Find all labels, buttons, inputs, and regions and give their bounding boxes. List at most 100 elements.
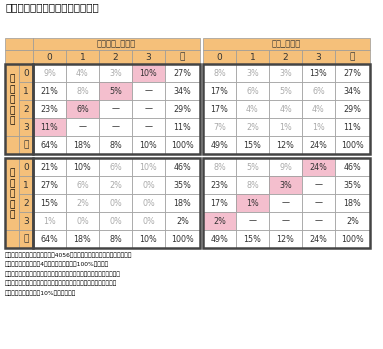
Bar xyxy=(5,64,19,136)
Bar xyxy=(99,194,132,212)
Bar xyxy=(203,118,236,136)
Text: 11%: 11% xyxy=(41,122,58,132)
Bar xyxy=(66,230,99,248)
Bar xyxy=(33,118,66,136)
Bar xyxy=(132,212,165,230)
Bar xyxy=(19,100,33,118)
Bar xyxy=(66,158,99,176)
Bar xyxy=(132,136,165,154)
Text: 15%: 15% xyxy=(244,141,262,149)
Text: 8%: 8% xyxy=(213,163,226,171)
Text: 1%: 1% xyxy=(43,216,56,225)
Bar xyxy=(66,50,99,64)
Text: 8%: 8% xyxy=(109,141,122,149)
Text: —: — xyxy=(282,199,290,208)
Text: 6%: 6% xyxy=(312,87,325,96)
Text: （注１）　表中の割合は全体（4056人）に対する該当者の割合。太枠で囲: （注１） 表中の割合は全体（4056人）に対する該当者の割合。太枠で囲 xyxy=(5,252,133,258)
Bar xyxy=(132,176,165,194)
Bar xyxy=(19,64,33,82)
Text: 46%: 46% xyxy=(173,163,192,171)
Bar xyxy=(5,158,33,248)
Bar xyxy=(335,82,370,100)
Text: —: — xyxy=(144,104,152,113)
Bar xyxy=(269,136,302,154)
Text: 100%: 100% xyxy=(341,141,364,149)
Bar xyxy=(66,82,99,100)
Bar xyxy=(335,230,370,248)
Bar xyxy=(236,50,269,64)
Bar xyxy=(165,230,200,248)
Bar xyxy=(5,64,33,154)
Text: 64%: 64% xyxy=(41,141,58,149)
Text: 13%: 13% xyxy=(309,68,327,77)
Bar xyxy=(302,176,335,194)
Bar xyxy=(302,100,335,118)
Text: 3%: 3% xyxy=(279,68,292,77)
Text: 1%: 1% xyxy=(279,122,292,132)
Text: 4%: 4% xyxy=(279,104,292,113)
Text: （注２）　背景がピンクの箇所は、生命保険に関する設問と金融に関す: （注２） 背景がピンクの箇所は、生命保険に関する設問と金融に関す xyxy=(5,271,121,277)
Bar xyxy=(66,176,99,194)
Bar xyxy=(132,194,165,212)
Bar xyxy=(99,100,132,118)
Text: 0: 0 xyxy=(47,52,52,61)
Text: 10%: 10% xyxy=(74,163,92,171)
Bar xyxy=(269,64,302,82)
Bar xyxy=(302,194,335,212)
Bar xyxy=(165,194,200,212)
Text: —: — xyxy=(314,180,322,190)
Text: 4%: 4% xyxy=(246,104,259,113)
Text: 21%: 21% xyxy=(41,87,59,96)
Text: 8%: 8% xyxy=(109,235,122,244)
Bar xyxy=(236,176,269,194)
Text: 3%: 3% xyxy=(109,68,122,77)
Text: 15%: 15% xyxy=(244,235,262,244)
Bar xyxy=(132,64,165,82)
Bar xyxy=(335,136,370,154)
Text: 11%: 11% xyxy=(344,122,362,132)
Text: 35%: 35% xyxy=(173,180,192,190)
Text: まれた部分（4箇所）ごとに合計が100%になる。: まれた部分（4箇所）ごとに合計が100%になる。 xyxy=(5,261,109,267)
Text: 34%: 34% xyxy=(173,87,192,96)
Text: 8%: 8% xyxy=(246,180,259,190)
Bar xyxy=(66,194,99,212)
Text: —: — xyxy=(314,216,322,225)
Bar xyxy=(66,212,99,230)
Text: 2%: 2% xyxy=(246,122,259,132)
Text: 9%: 9% xyxy=(43,68,56,77)
Text: 1: 1 xyxy=(23,87,29,96)
Text: 46%: 46% xyxy=(344,163,362,171)
Text: 18%: 18% xyxy=(74,141,92,149)
Bar xyxy=(33,50,66,64)
Text: 100%: 100% xyxy=(171,235,194,244)
Text: 8%: 8% xyxy=(76,87,89,96)
Text: 3%: 3% xyxy=(279,180,292,190)
Text: —: — xyxy=(144,87,152,96)
Text: 100%: 100% xyxy=(171,141,194,149)
Text: 計: 計 xyxy=(23,235,29,244)
Bar xyxy=(302,50,335,64)
Bar xyxy=(269,118,302,136)
Bar xyxy=(132,100,165,118)
Bar xyxy=(335,50,370,64)
Bar xyxy=(335,118,370,136)
Text: 6%: 6% xyxy=(246,87,259,96)
Bar xyxy=(269,82,302,100)
Bar xyxy=(165,158,200,176)
Bar xyxy=(236,136,269,154)
Bar xyxy=(165,176,200,194)
Bar xyxy=(165,64,200,82)
Bar xyxy=(203,136,236,154)
Bar xyxy=(203,64,370,154)
Bar xyxy=(165,82,200,100)
Text: 0%: 0% xyxy=(109,216,122,225)
Text: 3: 3 xyxy=(23,216,29,225)
Text: 計: 計 xyxy=(180,52,185,61)
Text: 金
融
誤
答
数: 金 融 誤 答 数 xyxy=(9,169,15,219)
Bar xyxy=(19,212,33,230)
Text: 10%: 10% xyxy=(140,68,157,77)
Bar xyxy=(66,100,99,118)
Text: 計: 計 xyxy=(23,141,29,149)
Text: 4%: 4% xyxy=(76,68,89,77)
Text: 10%: 10% xyxy=(140,141,157,149)
